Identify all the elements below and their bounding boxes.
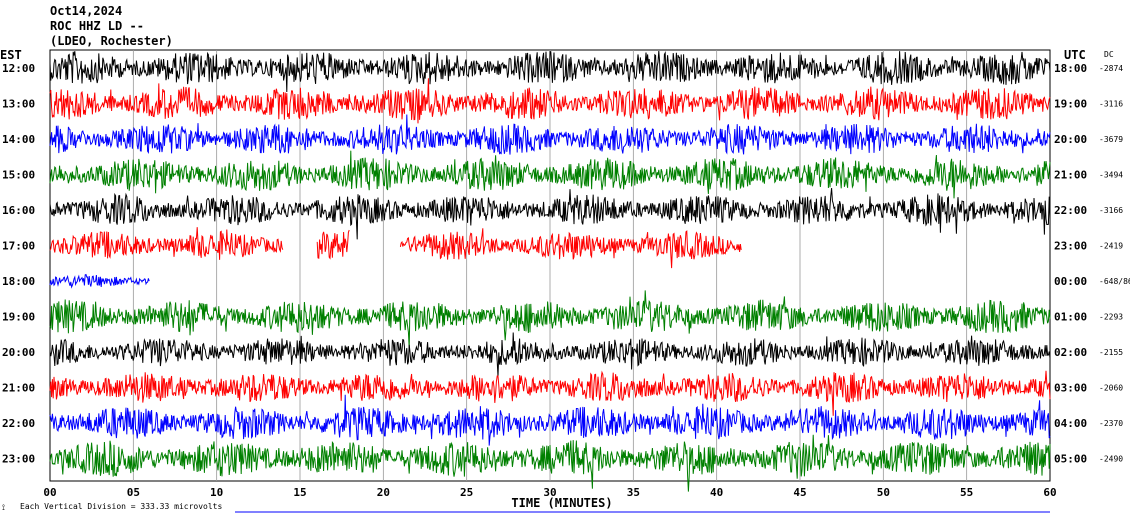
utc-hour-label: 23:00 bbox=[1054, 240, 1087, 253]
utc-hour-label: 02:00 bbox=[1054, 346, 1087, 359]
trace-segment bbox=[49, 50, 1051, 93]
trace-segment bbox=[49, 290, 1051, 349]
scale-icon: ⟟ bbox=[2, 503, 5, 512]
x-tick-label: 30 bbox=[543, 486, 556, 499]
x-tick-label: 25 bbox=[460, 486, 473, 499]
utc-hour-label: 21:00 bbox=[1054, 169, 1087, 182]
x-tick-label: 05 bbox=[127, 486, 140, 499]
x-tick-label: 15 bbox=[293, 486, 306, 499]
trace-segment bbox=[49, 227, 284, 260]
dc-offset-value: -3166 bbox=[1099, 206, 1123, 215]
header-date: Oct14,2024 bbox=[50, 4, 122, 18]
est-hour-label: 13:00 bbox=[2, 98, 35, 111]
trace-segment bbox=[49, 78, 1051, 124]
est-hour-label: 20:00 bbox=[2, 346, 35, 359]
dc-offset-value: -2293 bbox=[1099, 313, 1123, 322]
x-tick-label: 40 bbox=[710, 486, 723, 499]
est-hour-label: 17:00 bbox=[2, 240, 35, 253]
utc-hour-label: 20:00 bbox=[1054, 133, 1087, 146]
est-hour-label: 22:00 bbox=[2, 417, 35, 430]
utc-hour-label: 05:00 bbox=[1054, 453, 1087, 466]
trace-segment bbox=[49, 187, 1051, 240]
trace-segment bbox=[49, 434, 1051, 492]
dc-offset-value: -3679 bbox=[1099, 135, 1123, 144]
x-tick-label: 10 bbox=[210, 486, 223, 499]
x-tick-label: 00 bbox=[43, 486, 56, 499]
x-axis-ticks: 00 05 10 15 20 25 30 35 40 45 50 55 60 bbox=[43, 486, 1056, 499]
trace-segment bbox=[316, 229, 350, 260]
trace-segment bbox=[49, 370, 1051, 416]
utc-hour-label: 22:00 bbox=[1054, 204, 1087, 217]
trace-segment bbox=[49, 332, 1051, 377]
x-tick-label: 20 bbox=[377, 486, 390, 499]
dc-offset-value: -3116 bbox=[1099, 100, 1123, 109]
x-tick-label: 55 bbox=[960, 486, 973, 499]
x-tick-label: 50 bbox=[877, 486, 890, 499]
dc-offset-value: -3494 bbox=[1099, 171, 1123, 180]
est-hour-label: 23:00 bbox=[2, 453, 35, 466]
right-timezone-label: UTC bbox=[1064, 48, 1086, 62]
header-station: ROC HHZ LD -- bbox=[50, 19, 144, 33]
x-tick-label: 45 bbox=[793, 486, 806, 499]
vertical-scale-note: Each Vertical Division = 333.33 microvol… bbox=[20, 502, 222, 511]
dc-offset-header: DC bbox=[1104, 50, 1114, 59]
est-hour-label: 18:00 bbox=[2, 275, 35, 288]
trace-segment bbox=[49, 273, 150, 289]
utc-hour-label: 18:00 bbox=[1054, 62, 1087, 75]
header-network: (LDEO, Rochester) bbox=[50, 34, 173, 48]
est-hour-label: 12:00 bbox=[2, 62, 35, 75]
dc-offset-value: -2874 bbox=[1099, 64, 1123, 73]
est-hour-label: 19:00 bbox=[2, 311, 35, 324]
est-hour-label: 14:00 bbox=[2, 133, 35, 146]
trace-segment bbox=[49, 394, 1051, 446]
x-axis-title: TIME (MINUTES) bbox=[511, 496, 612, 510]
dc-offset-value: -2155 bbox=[1099, 348, 1123, 357]
est-hour-label: 21:00 bbox=[2, 382, 35, 395]
time-gridlines bbox=[132, 50, 968, 481]
utc-hour-label: 03:00 bbox=[1054, 382, 1087, 395]
utc-hour-label: 19:00 bbox=[1054, 98, 1087, 111]
dc-offset-value: -2060 bbox=[1099, 384, 1123, 393]
est-hour-label: 15:00 bbox=[2, 169, 35, 182]
dc-offset-value: -2419 bbox=[1099, 242, 1123, 251]
utc-hour-label: 00:00 bbox=[1054, 275, 1087, 288]
dc-offset-value: -648/868 bbox=[1099, 277, 1130, 286]
trace-segment bbox=[49, 114, 1051, 155]
dc-offset-value: -2490 bbox=[1099, 455, 1123, 464]
row-labels: 12:00 18:00 -2874 13:00 19:00 -3116 14:00 20:00… bbox=[2, 62, 1130, 466]
utc-hour-label: 04:00 bbox=[1054, 417, 1087, 430]
x-tick-label: 35 bbox=[627, 486, 640, 499]
left-timezone-label: EST bbox=[0, 48, 22, 62]
trace-segment bbox=[399, 228, 742, 269]
dc-offset-value: -2370 bbox=[1099, 419, 1123, 428]
trace-segment bbox=[49, 150, 1051, 199]
est-hour-label: 16:00 bbox=[2, 204, 35, 217]
utc-hour-label: 01:00 bbox=[1054, 311, 1087, 324]
seismic-traces bbox=[49, 50, 1051, 492]
x-tick-label: 60 bbox=[1043, 486, 1056, 499]
